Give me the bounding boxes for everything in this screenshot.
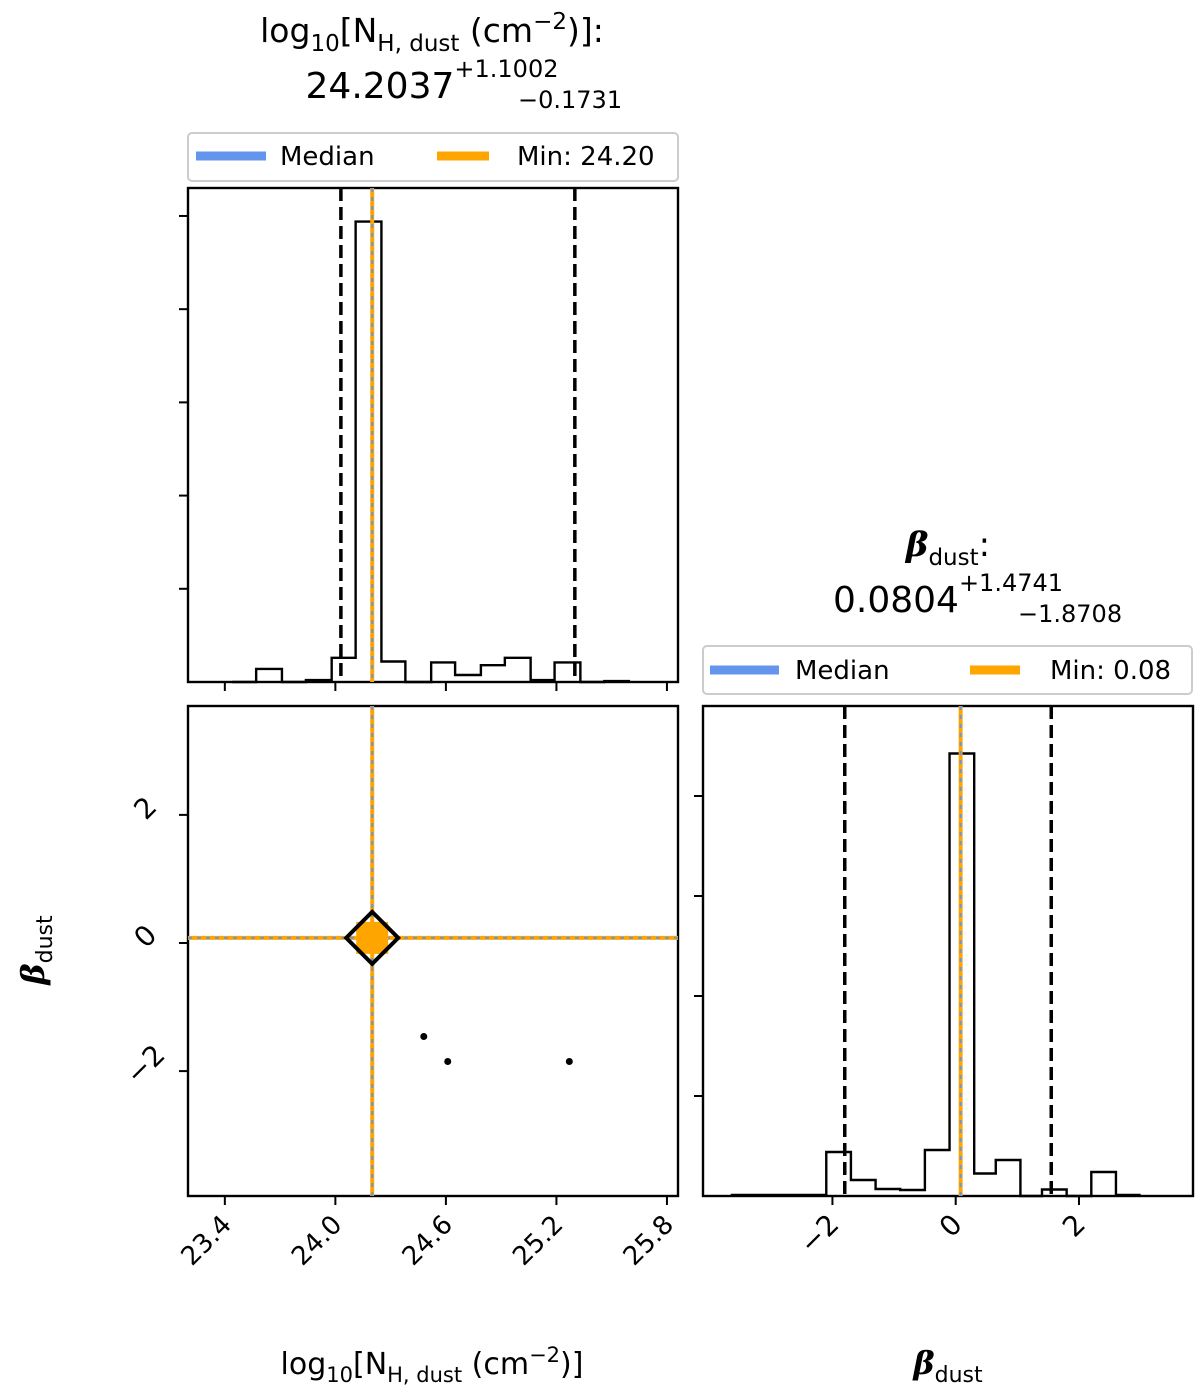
x-axis-label-right: βdust [912, 1344, 983, 1388]
scatter-frame [186, 704, 680, 1198]
top-hist-step-line [232, 220, 631, 684]
scatter-ytick-label: 2 [127, 790, 163, 826]
scatter-point [444, 1057, 452, 1065]
scatter-marks [188, 706, 678, 1196]
density-core [356, 921, 389, 954]
top-hist-bar [332, 658, 356, 682]
svg-text:log10[NH, dust (cm−2)]:: log10[NH, dust (cm−2)]: [260, 9, 604, 57]
top-hist-title: log10[NH, dust (cm−2)]: 24.2037+1.1002 −… [260, 9, 622, 114]
scatter-ytick-label: −2 [119, 1038, 172, 1091]
scatter-xtick-label: 25.8 [618, 1210, 680, 1272]
right-hist-xtick-label: 0 [933, 1208, 969, 1244]
legend-median-label: Median [280, 142, 375, 172]
right-hist-bar [996, 1160, 1021, 1196]
axes-ticks: 23.4 24.0 24.6 25.2 25.8 −2 0 2 −2 0 2 [119, 214, 1092, 1272]
legend-median-label: Median [795, 656, 890, 686]
scatter-xtick-label: 23.4 [176, 1210, 238, 1272]
top-hist-legend: Median Min: 24.20 [187, 132, 679, 182]
svg-text:24.2037+1.1002: 24.2037+1.1002 [306, 55, 559, 107]
legend-min-label: Min: 24.20 [517, 142, 655, 172]
top-hist-bar [256, 669, 282, 682]
top-hist-bar [505, 658, 531, 682]
svg-text:−1.8708: −1.8708 [1018, 600, 1122, 628]
right-hist-bar [974, 1174, 996, 1197]
right-hist-legend: Median Min: 0.08 [702, 645, 1193, 695]
right-hist-marks [730, 706, 1141, 1198]
scatter-xtick-label: 25.2 [507, 1210, 569, 1272]
svg-text:0.0804+1.4741: 0.0804+1.4741 [833, 569, 1063, 621]
right-hist-bar [851, 1180, 876, 1196]
scatter-ytick-label: 0 [127, 918, 163, 954]
right-hist-step-line [730, 752, 1141, 1198]
scatter-xtick-label: 24.0 [286, 1210, 348, 1272]
right-hist-title: βdust: 0.0804+1.4741 −1.8708 [833, 525, 1122, 628]
y-axis-label: βdust [14, 915, 58, 986]
right-hist-xtick-label: 2 [1056, 1208, 1092, 1244]
svg-text:−0.1731: −0.1731 [518, 86, 622, 114]
top-hist-bar [481, 665, 505, 682]
right-hist-frame [701, 704, 1195, 1198]
right-hist-bar [925, 1150, 950, 1196]
top-hist-frame [186, 186, 680, 684]
right-hist-xtick-label: −2 [793, 1208, 846, 1261]
svg-text:βdust:: βdust: [904, 525, 990, 571]
scatter-point [420, 1033, 428, 1041]
density-contour [343, 909, 402, 967]
top-hist-bar [356, 222, 382, 682]
x-axis-label-left: log10[NH, dust (cm−2)] [281, 1343, 584, 1387]
scatter-xtick-label: 24.6 [397, 1210, 459, 1272]
right-hist-bar [1091, 1172, 1116, 1196]
legend-min-label: Min: 0.08 [1050, 656, 1171, 686]
top-hist-marks [232, 188, 631, 684]
top-hist-bar [431, 662, 455, 682]
right-hist-bar [826, 1152, 851, 1196]
scatter-point [565, 1057, 573, 1065]
top-hist-bar [381, 661, 405, 682]
